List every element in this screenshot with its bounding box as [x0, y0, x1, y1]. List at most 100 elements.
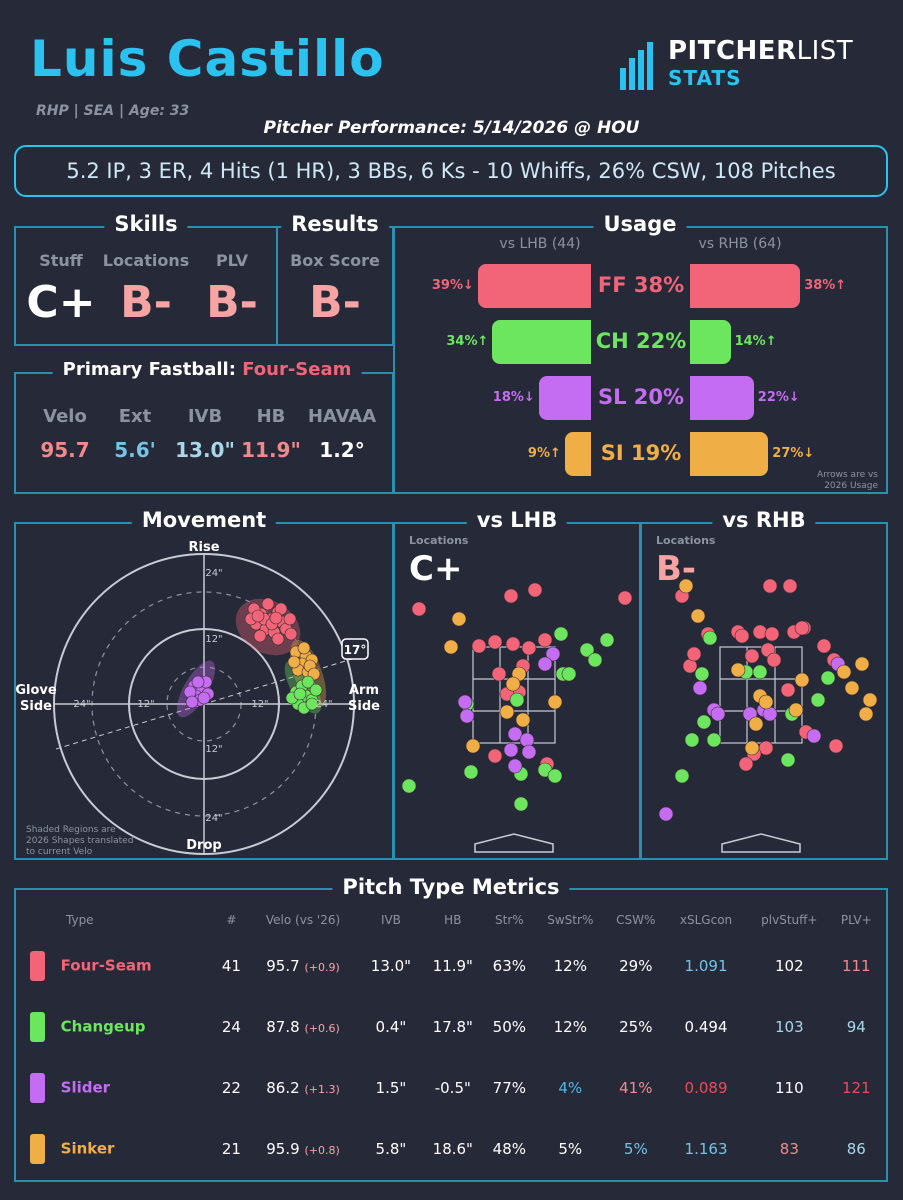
usage-title: Usage: [593, 212, 687, 236]
pitch-plvstuff: 102: [775, 956, 804, 975]
pitch-dot: [780, 752, 796, 768]
pitch-dot: [507, 726, 523, 742]
usage-pitch-label: CH 22%: [595, 329, 687, 353]
pitch-dot: [545, 646, 561, 662]
pitch-plv: 86: [846, 1139, 866, 1158]
pitch-dot: [828, 738, 844, 754]
pitch-dot: [309, 683, 323, 697]
pitch-hb: 17.8": [432, 1017, 473, 1036]
rhb-locations-label: Locations: [656, 534, 716, 547]
pitch-dot: [780, 682, 796, 698]
pitch-dot: [185, 695, 199, 709]
ring-label: 24": [73, 699, 90, 710]
lhb-location-plot: Locations C+: [401, 534, 633, 853]
pitch-dot: [788, 702, 804, 718]
pitch-dot: [197, 691, 211, 705]
usage-lhb-label: vs LHB (44): [499, 236, 581, 252]
table-row: Slider 22 86.2 (+1.3) 1.5" -0.5" 77% 4% …: [30, 1057, 880, 1118]
movement-note: to current Velo: [26, 847, 93, 857]
stuff-label: Stuff: [39, 251, 83, 270]
pitch-plvstuff: 83: [779, 1139, 799, 1158]
pitch-dot: [587, 652, 603, 668]
pitch-dot: [766, 652, 782, 668]
pitch-hb: 11.9": [432, 956, 473, 975]
pitch-swstr: 12%: [553, 1017, 587, 1036]
pitch-dot: [752, 664, 768, 680]
pitch-type-cell: Four-Seam: [30, 935, 217, 996]
metrics-header: Str%: [495, 913, 524, 927]
lhb-home-plate: [474, 833, 554, 853]
pitch-csw: 29%: [619, 956, 653, 975]
drop-label: Drop: [186, 838, 221, 853]
ring-label: 12": [205, 744, 222, 755]
pitch-count: 24: [221, 1017, 241, 1036]
pitch-dot: [505, 676, 521, 692]
usage-lhb-pct: 9%↑: [527, 446, 561, 461]
movement-note: Shaded Regions are: [26, 825, 116, 835]
pitch-dot: [694, 666, 710, 682]
lhb-locations-label: Locations: [409, 534, 469, 547]
metrics-header: PLV+: [840, 913, 872, 927]
pitch-dot: [553, 626, 569, 642]
pitch-dot: [521, 744, 537, 760]
pitch-dot: [271, 632, 285, 646]
pitch-dot: [443, 639, 459, 655]
pitch-plv: 111: [841, 956, 871, 975]
pitch-dot: [734, 628, 750, 644]
pitch-color-swatch: [30, 1133, 45, 1164]
pitch-dot: [191, 675, 205, 689]
pitch-velo: 95.7 (+0.9): [266, 956, 340, 975]
pitch-dot: [599, 632, 615, 648]
pitch-str: 48%: [492, 1139, 526, 1158]
pitch-dot: [738, 756, 754, 772]
usage-bar-rhb: [690, 376, 754, 420]
rhb-home-plate: [721, 833, 801, 853]
pitch-str: 77%: [492, 1078, 526, 1097]
pitch-dot: [794, 620, 810, 636]
usage-pitch-label: SL 20%: [597, 385, 685, 409]
usage-rhb-pct: 38%↑: [804, 278, 847, 293]
usage-rhb-pct: 22%↓: [757, 390, 800, 405]
pitch-plvstuff: 103: [775, 1017, 804, 1036]
metrics-header: #: [226, 913, 237, 927]
metrics-header: CSW%: [616, 913, 656, 927]
fastball-label: HB: [256, 406, 286, 427]
lhb-locations-title: vs LHB: [466, 508, 568, 532]
pitch-dot: [858, 706, 874, 722]
usage-rhb-label: vs RHB (64): [698, 236, 782, 252]
movement-plot: 17° Rise Drop Glove Side Arm Side 24" 12…: [16, 540, 380, 857]
pitch-dot: [301, 675, 315, 689]
movement-title: Movement: [131, 508, 277, 532]
pitch-dot: [686, 646, 702, 662]
metrics-header: HB: [444, 913, 462, 927]
pitch-dot: [690, 608, 706, 624]
pitch-dot: [261, 597, 275, 611]
pitch-plvstuff: 110: [775, 1078, 804, 1097]
usage-note: Arrows are vs 2026 Usage: [816, 470, 878, 491]
fastball-title: Primary Fastball: Four-Seam: [52, 359, 362, 380]
glove-label: Glove: [16, 683, 57, 698]
results-title: Results: [281, 212, 389, 236]
pitch-dot: [617, 590, 633, 606]
usage-lhb-pct: 39%↓: [431, 278, 474, 293]
metrics-header: Velo (vs '26): [265, 913, 341, 927]
pitch-color-swatch: [30, 1072, 45, 1103]
pitch-dot: [487, 748, 503, 764]
pitch-dot: [674, 768, 690, 784]
pitch-ivb: 1.5": [375, 1078, 407, 1097]
pitch-velo: 86.2 (+1.3): [266, 1078, 340, 1097]
pitch-dot: [287, 655, 301, 669]
angle-badge: [341, 638, 369, 660]
boxscore-label: Box Score: [290, 251, 380, 270]
metrics-header: plvStuff+: [761, 913, 818, 927]
pitch-dot: [762, 578, 778, 594]
usage-bar-rhb: [690, 320, 731, 364]
pitch-dot: [283, 612, 297, 626]
fastball-label: Ext: [118, 406, 152, 427]
ring-label: 24": [205, 813, 222, 824]
fastball-label: Velo: [43, 406, 87, 427]
pitch-dot: [487, 634, 503, 650]
pitch-swstr: 4%: [558, 1078, 583, 1097]
performance-title: Pitcher Performance: 5/14/2026 @ HOU: [263, 118, 640, 138]
usage-bar-lhb: [477, 264, 591, 308]
